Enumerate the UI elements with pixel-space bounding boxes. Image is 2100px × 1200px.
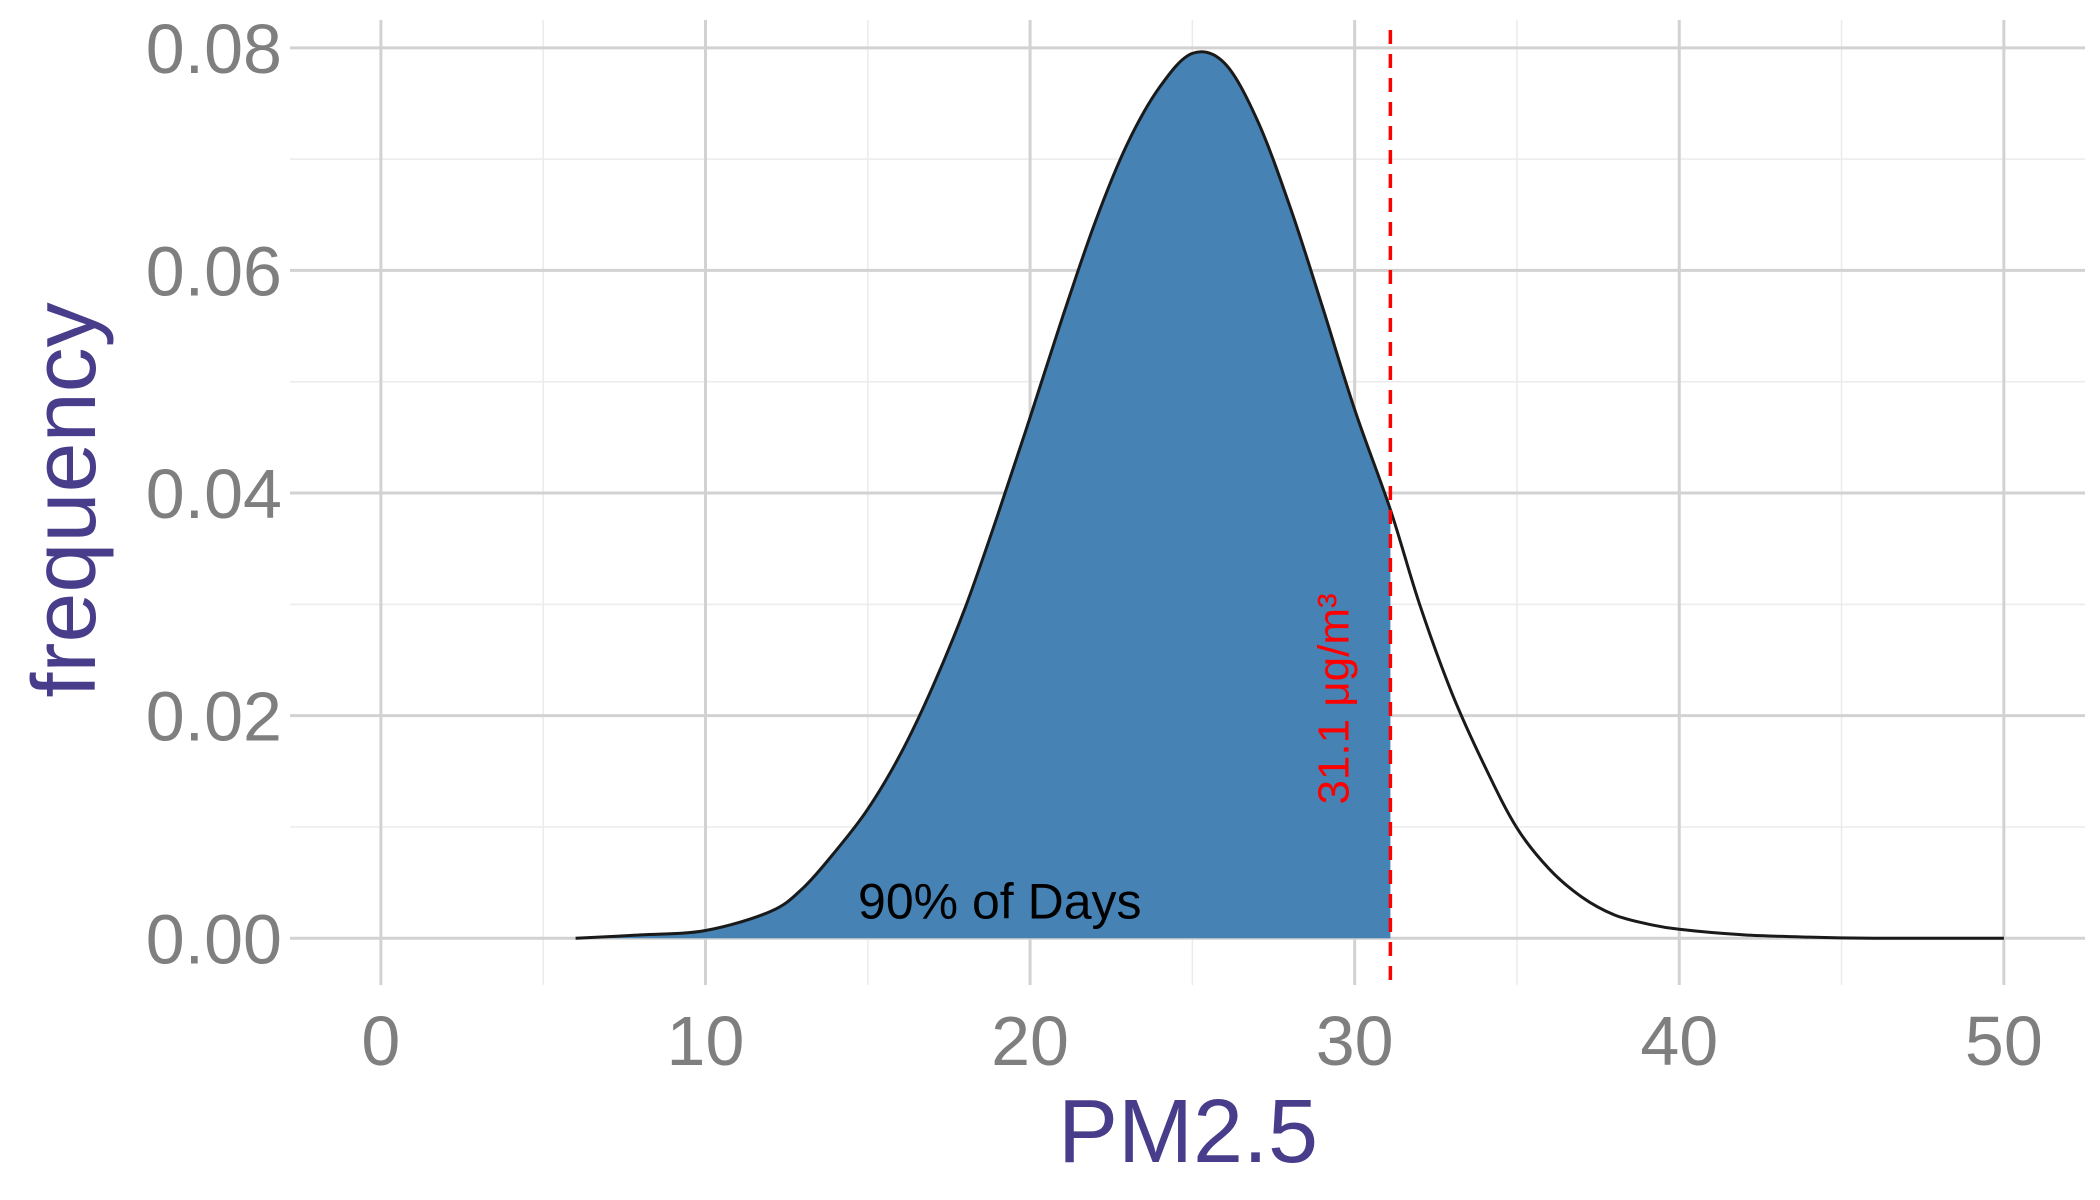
- x-tick-label: 10: [667, 1002, 745, 1080]
- shaded-area-label: 90% of Days: [858, 874, 1141, 930]
- x-tick-labels: 0 10 20 30 40 50: [361, 1002, 2042, 1080]
- x-tick-label: 30: [1316, 1002, 1394, 1080]
- y-tick-label: 0.04: [146, 455, 282, 533]
- y-tick-label: 0.06: [146, 232, 282, 310]
- y-tick-label: 0.02: [146, 678, 282, 756]
- x-tick-label: 40: [1640, 1002, 1718, 1080]
- threshold-label: 31.1 μg/m³: [1309, 593, 1358, 804]
- x-tick-label: 50: [1965, 1002, 2043, 1080]
- density-curve: [575, 50, 2004, 940]
- x-axis-title: PM2.5: [1058, 1082, 1318, 1182]
- y-tick-labels: 0.00 0.02 0.04 0.06 0.08: [146, 10, 282, 978]
- shaded-90-percent-area: [575, 51, 1391, 939]
- x-tick-label: 20: [991, 1002, 1069, 1080]
- y-axis-title: frequency: [15, 302, 115, 697]
- y-tick-label: 0.00: [146, 900, 282, 978]
- y-tick-label: 0.08: [146, 10, 282, 88]
- x-tick-label: 0: [361, 1002, 400, 1080]
